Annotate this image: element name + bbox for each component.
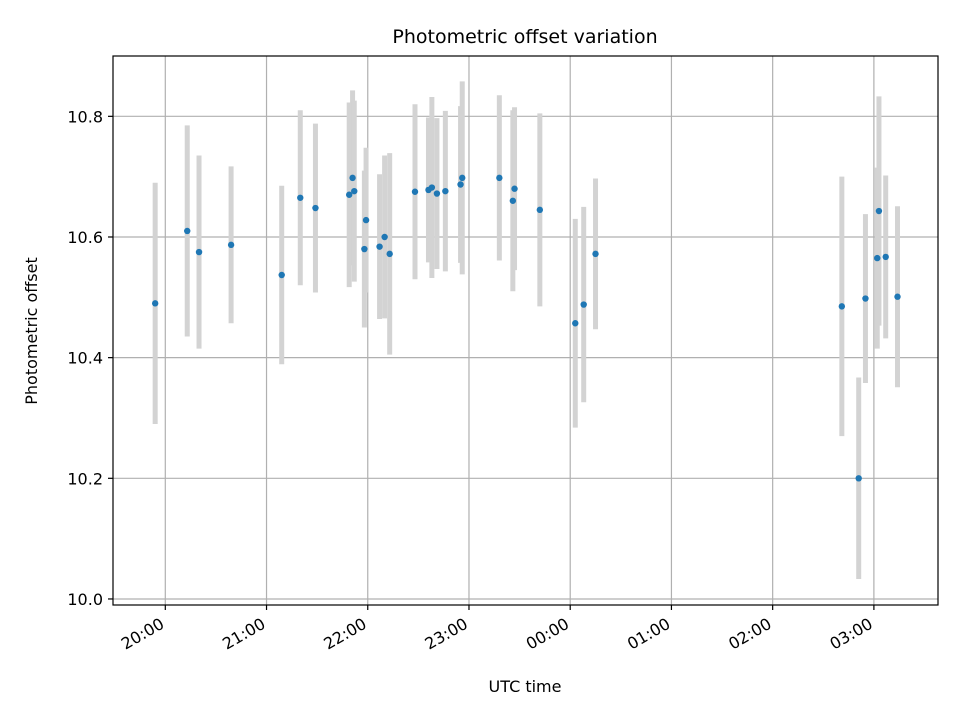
data-point <box>349 174 356 182</box>
data-point <box>297 194 304 201</box>
data-point <box>428 184 436 191</box>
y-tick-label: 10.0 <box>67 590 103 609</box>
data-point <box>227 241 235 249</box>
data-point <box>855 475 862 482</box>
data-point <box>509 197 517 204</box>
y-tick-label: 10.8 <box>67 107 103 126</box>
data-point <box>875 207 883 215</box>
data-point <box>838 303 846 310</box>
data-point <box>874 254 881 262</box>
data-point <box>381 233 388 241</box>
data-point <box>511 185 518 192</box>
data-point <box>386 250 393 258</box>
data-point <box>894 293 901 300</box>
y-tick-label: 10.6 <box>67 228 103 247</box>
data-point <box>882 253 889 261</box>
data-point <box>195 248 203 256</box>
data-point <box>184 227 191 235</box>
data-point <box>457 181 464 188</box>
plot-frame <box>112 55 939 606</box>
data-point <box>151 300 159 307</box>
data-point-group <box>151 174 901 482</box>
data-point <box>433 190 441 197</box>
x-axis-label: UTC time <box>489 677 562 696</box>
data-point <box>442 187 449 195</box>
data-point <box>862 295 869 302</box>
data-point <box>312 204 319 212</box>
y-axis-label: Photometric offset <box>22 257 41 405</box>
data-point <box>351 187 358 195</box>
y-tick-label: 10.4 <box>67 349 103 368</box>
data-point <box>411 188 419 195</box>
y-axis-ticks: 10.0 10.2 10.4 10.6 10.8 <box>67 107 113 609</box>
data-point <box>572 320 579 327</box>
grid <box>113 56 938 605</box>
data-point <box>376 243 383 250</box>
chart-title: Photometric offset variation <box>392 26 657 48</box>
data-point <box>278 271 285 279</box>
data-point <box>496 174 503 182</box>
data-point <box>459 174 466 182</box>
data-point <box>362 216 370 224</box>
data-point <box>361 245 368 253</box>
data-point <box>536 206 544 214</box>
data-point <box>345 191 353 198</box>
data-point <box>592 250 599 258</box>
y-tick-label: 10.2 <box>67 469 103 488</box>
data-point <box>580 301 587 308</box>
